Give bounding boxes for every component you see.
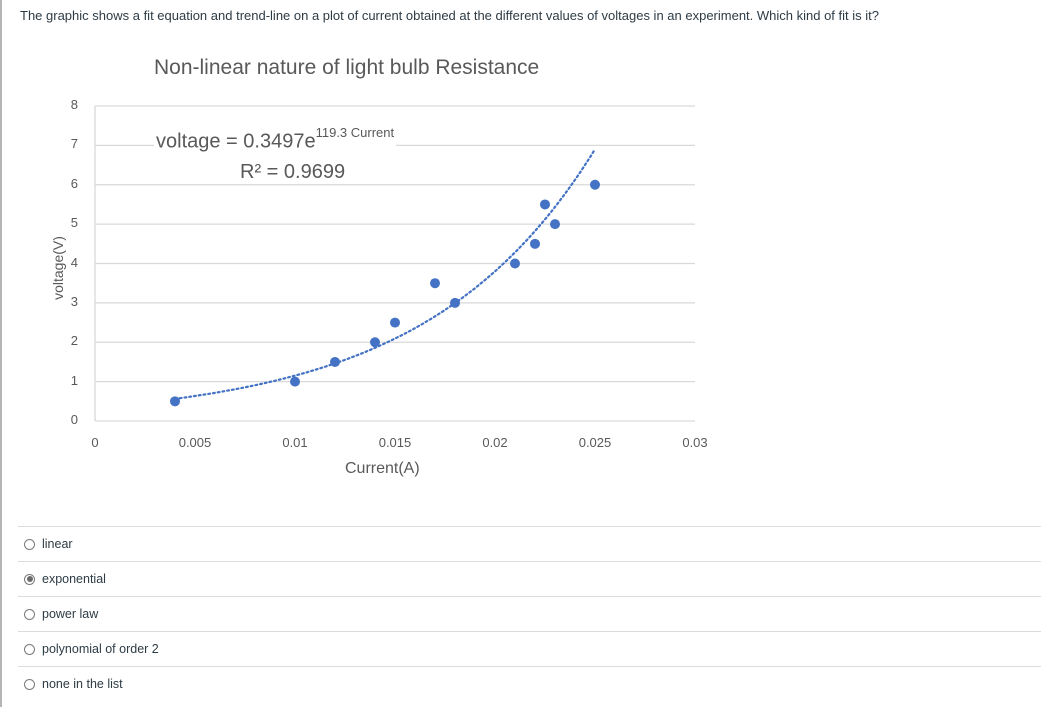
- x-tick-label: 0.03: [682, 435, 708, 450]
- question-text: The graphic shows a fit equation and tre…: [20, 8, 879, 23]
- scatter-chart: Non-linear nature of light bulb Resistan…: [0, 40, 720, 500]
- data-point: [370, 337, 380, 348]
- data-point: [540, 199, 550, 210]
- chart-plot-area: [94, 105, 695, 422]
- x-tick-label: 0.005: [178, 435, 212, 450]
- answer-label: polynomial of order 2: [42, 642, 159, 656]
- x-tick-label: 0.01: [282, 435, 308, 450]
- chart-title: Non-linear nature of light bulb Resistan…: [154, 56, 540, 79]
- data-point: [170, 396, 180, 407]
- data-point: [510, 258, 520, 269]
- data-point: [290, 376, 300, 387]
- y-tick-label: 1: [70, 372, 78, 388]
- data-point: [450, 297, 460, 308]
- answer-option-linear[interactable]: linear: [18, 526, 1041, 561]
- equation-base: voltage = 0.3497e: [156, 130, 316, 153]
- data-point: [330, 356, 340, 367]
- y-tick-label: 0: [70, 412, 78, 427]
- data-point: [550, 219, 560, 230]
- radio-button[interactable]: [24, 608, 35, 620]
- y-tick-label: 8: [70, 97, 78, 112]
- y-tick-label: 3: [70, 293, 78, 309]
- answer-option-power-law[interactable]: power law: [18, 596, 1041, 631]
- exponential-trendline: [173, 148, 597, 400]
- answer-option-exponential[interactable]: exponential: [18, 561, 1041, 596]
- y-axis-label: voltage(V): [50, 236, 66, 300]
- x-axis-label: Current(A): [345, 460, 420, 477]
- y-tick-label: 7: [70, 136, 78, 152]
- y-tick-label: 4: [70, 254, 78, 270]
- radio-button[interactable]: [24, 678, 35, 690]
- radio-button[interactable]: [24, 643, 35, 655]
- y-tick-label: 6: [70, 175, 78, 191]
- x-tick-label: 0.025: [578, 435, 612, 450]
- equation-exponent: 119.3 Current: [315, 125, 395, 140]
- answer-label: exponential: [42, 572, 106, 586]
- answer-options: linear exponential power law polynomial …: [18, 526, 1041, 701]
- x-tick-label: 0: [91, 435, 99, 450]
- data-point: [530, 238, 540, 249]
- x-tick-label: 0.015: [378, 435, 412, 450]
- x-tick-label: 0.02: [482, 435, 508, 450]
- answer-label: none in the list: [42, 677, 123, 691]
- answer-option-none[interactable]: none in the list: [18, 666, 1041, 701]
- radio-button[interactable]: [24, 573, 35, 585]
- answer-label: power law: [42, 607, 99, 621]
- data-point: [430, 278, 440, 289]
- radio-button[interactable]: [24, 538, 35, 550]
- y-tick-label: 2: [70, 333, 78, 349]
- answer-label: linear: [42, 537, 73, 551]
- r-squared-label: R² = 0.9699: [238, 161, 348, 184]
- left-border: [0, 0, 2, 707]
- y-tick-label: 5: [70, 215, 78, 231]
- data-point: [390, 317, 400, 328]
- trendline-equation: voltage = 0.3497e119.3 Current: [154, 125, 397, 154]
- data-point: [590, 179, 600, 190]
- answer-option-polynomial[interactable]: polynomial of order 2: [18, 631, 1041, 666]
